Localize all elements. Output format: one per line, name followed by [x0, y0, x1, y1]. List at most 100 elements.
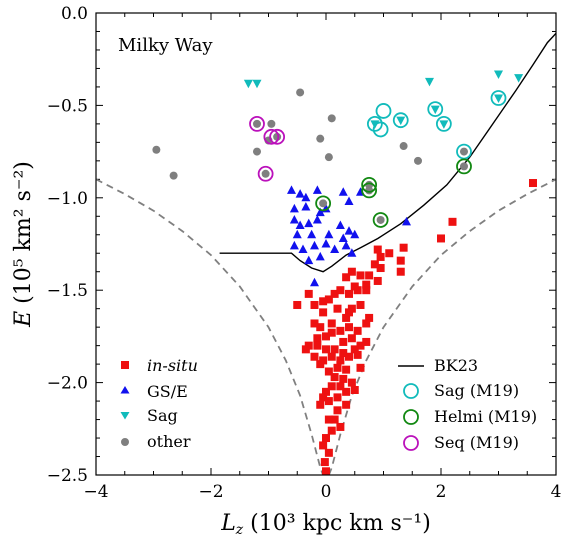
bk23-line: [219, 32, 556, 273]
insitu-point: [350, 385, 359, 394]
x-tick-label: 4: [551, 482, 562, 502]
gse-point: [321, 239, 331, 248]
other-point: [152, 145, 161, 154]
insitu-point: [356, 341, 365, 350]
gse-point: [289, 214, 299, 224]
insitu-point: [304, 341, 313, 350]
legend-gse-label: GS/E: [147, 382, 188, 401]
m19-ring: [392, 112, 409, 129]
insitu-point: [342, 273, 351, 282]
insitu-point: [319, 441, 328, 450]
plot-frame: [95, 12, 557, 476]
legend-sag-label: Sag: [147, 406, 178, 425]
other-point: [319, 199, 328, 208]
insitu-point: [330, 415, 339, 424]
other-point: [296, 88, 305, 97]
insitu-point: [373, 276, 382, 285]
y-tick-label: −2.5: [47, 466, 88, 486]
insitu-point: [330, 345, 339, 354]
m19-ring: [361, 182, 378, 199]
insitu-point: [350, 282, 359, 291]
insitu-point: [330, 373, 339, 382]
gse-point: [338, 233, 348, 242]
sag-point: [494, 94, 503, 104]
m19-ring: [427, 101, 444, 117]
m19-ring: [372, 121, 389, 138]
insitu-point: [347, 267, 356, 276]
insitu-point: [310, 319, 319, 328]
insitu-point: [316, 323, 325, 332]
chart-title: Milky Way: [118, 35, 213, 56]
insitu-point: [399, 243, 408, 252]
other-point: [261, 169, 270, 178]
gse-point: [304, 255, 314, 265]
y-tick-label: 0.0: [61, 4, 88, 24]
insitu-point: [313, 341, 322, 350]
x-tick-label: 2: [436, 482, 447, 502]
y-tick-label: −1.5: [47, 281, 88, 301]
insitu-point: [339, 349, 348, 358]
insitu-point: [365, 313, 374, 322]
insitu-point: [342, 387, 351, 396]
insitu-point: [333, 393, 342, 402]
x-tick-label: −2: [198, 482, 223, 502]
tick-labels: −4 −2 0 2 4 0.0 −0.5 −1.0 −1.5 −2.0 −2.5: [47, 4, 562, 502]
m19-ring: [490, 90, 507, 106]
insitu-point: [336, 326, 345, 335]
x-axis-label: Lz (10³ kpc km s⁻¹): [220, 511, 431, 538]
bk23-curve: [219, 32, 556, 273]
insitu-point: [324, 295, 333, 304]
insitu-point: [327, 382, 336, 391]
insitu-point: [356, 271, 365, 280]
insitu-point: [339, 374, 348, 383]
insitu-point: [324, 415, 333, 424]
other-point: [253, 119, 261, 128]
insitu-point: [293, 300, 302, 309]
other-point: [414, 156, 422, 165]
gse-point: [301, 202, 311, 211]
other-point: [460, 147, 468, 156]
insitu-point: [370, 260, 379, 269]
gse-point: [344, 226, 354, 235]
gse-point: [350, 229, 360, 239]
svg-text:E (10⁵ km² s⁻²): E (10⁵ km² s⁻²): [11, 161, 36, 328]
insitu-point: [319, 393, 328, 402]
gse-point: [295, 220, 305, 230]
insitu-point: [313, 334, 322, 343]
insitu-point: [385, 249, 394, 258]
other-point: [169, 171, 178, 180]
m19-ring: [456, 158, 472, 175]
gse-point: [335, 220, 345, 230]
gse-point: [301, 192, 311, 202]
sag-point: [494, 70, 503, 79]
legend-seq-m19-label: Seq (M19): [434, 433, 519, 452]
boundary-right: [328, 178, 556, 475]
insitu-point: [304, 289, 313, 298]
m19-ring: [315, 195, 332, 212]
insitu-point: [322, 387, 330, 396]
y-axis-label: E (10⁵ km² s⁻²): [11, 161, 36, 328]
gse-point: [344, 196, 354, 205]
legend-other-label: other: [147, 432, 191, 451]
m19-ring: [249, 115, 265, 132]
legend-insitu-label: in-situ: [147, 356, 198, 375]
gse-point: [338, 187, 348, 196]
insitu-point: [310, 300, 319, 309]
legend-gse-marker: [120, 386, 130, 394]
insitu-point: [336, 422, 345, 431]
gse-point: [307, 229, 317, 239]
insitu-point: [365, 271, 374, 280]
insitu-point: [396, 256, 405, 265]
m19-ring: [257, 165, 274, 182]
insitu-point: [376, 264, 385, 273]
gse-point: [330, 244, 340, 254]
insitu-point: [362, 337, 371, 346]
insitu-point: [362, 319, 371, 328]
series-gs-e: [287, 185, 411, 287]
gse-point: [310, 240, 319, 250]
other-point: [273, 132, 282, 141]
gse-point: [347, 248, 357, 257]
other-point: [460, 162, 468, 171]
series-helmi-m19: [315, 158, 472, 228]
